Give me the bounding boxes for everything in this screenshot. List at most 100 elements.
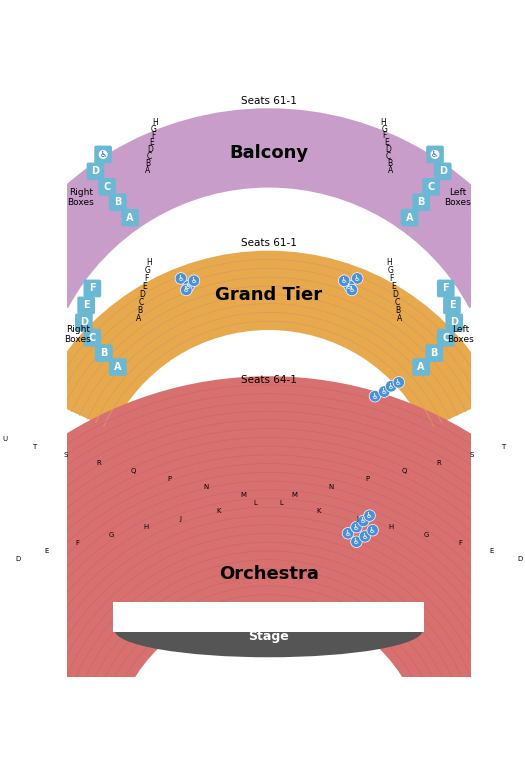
Text: E: E xyxy=(44,549,48,555)
Text: G: G xyxy=(423,533,429,539)
Bar xyxy=(113,602,424,632)
Text: ♿: ♿ xyxy=(353,523,360,532)
Text: Grand Tier: Grand Tier xyxy=(215,286,322,304)
Circle shape xyxy=(351,521,362,533)
FancyBboxPatch shape xyxy=(109,193,127,211)
Text: F: F xyxy=(383,132,387,141)
Circle shape xyxy=(367,524,379,536)
Text: B: B xyxy=(387,159,392,168)
Circle shape xyxy=(339,275,350,286)
Text: E: E xyxy=(83,301,89,310)
Text: A: A xyxy=(135,314,141,323)
Circle shape xyxy=(385,380,397,392)
Text: L: L xyxy=(280,501,284,506)
FancyBboxPatch shape xyxy=(83,329,101,346)
Text: A: A xyxy=(127,212,134,223)
Text: J: J xyxy=(180,517,182,523)
Text: ♿: ♿ xyxy=(344,529,351,538)
Text: R: R xyxy=(436,460,441,466)
FancyBboxPatch shape xyxy=(434,163,452,180)
Text: ♿: ♿ xyxy=(177,274,184,283)
Text: Seats 61-1: Seats 61-1 xyxy=(241,97,297,107)
Text: F: F xyxy=(89,283,96,294)
Text: F: F xyxy=(151,132,155,141)
Text: J: J xyxy=(356,517,358,523)
Text: Orchestra: Orchestra xyxy=(219,565,319,583)
Text: H: H xyxy=(143,524,149,530)
Text: ♿: ♿ xyxy=(99,150,107,159)
Text: U: U xyxy=(2,436,7,442)
Text: B: B xyxy=(137,306,142,315)
FancyBboxPatch shape xyxy=(422,178,440,196)
Text: F: F xyxy=(443,283,449,294)
Text: G: G xyxy=(382,125,387,133)
Text: E: E xyxy=(489,549,494,555)
Circle shape xyxy=(344,280,355,292)
FancyBboxPatch shape xyxy=(75,314,93,331)
Text: S: S xyxy=(470,452,474,458)
Text: ♿: ♿ xyxy=(346,282,353,291)
Text: G: G xyxy=(109,533,114,539)
Circle shape xyxy=(175,272,187,284)
Text: E: E xyxy=(449,301,455,310)
Text: K: K xyxy=(317,508,321,514)
Text: H: H xyxy=(386,258,392,267)
Text: ♿: ♿ xyxy=(185,282,192,291)
Text: E: E xyxy=(384,139,388,148)
FancyBboxPatch shape xyxy=(401,209,418,227)
Text: C: C xyxy=(386,152,391,161)
Text: ♿: ♿ xyxy=(360,517,367,526)
Text: ♿: ♿ xyxy=(349,285,355,295)
Text: A: A xyxy=(417,362,425,372)
Text: F: F xyxy=(144,274,149,283)
Text: Left
Boxes: Left Boxes xyxy=(447,325,474,344)
Text: T: T xyxy=(501,444,505,451)
Text: B: B xyxy=(100,348,108,358)
Text: A: A xyxy=(144,166,150,175)
Text: ♿: ♿ xyxy=(395,378,402,387)
Circle shape xyxy=(379,386,390,397)
Circle shape xyxy=(358,515,369,527)
Text: ♿: ♿ xyxy=(354,274,361,283)
FancyBboxPatch shape xyxy=(95,344,113,362)
Text: H: H xyxy=(152,118,158,126)
Circle shape xyxy=(359,530,371,542)
Text: ♿: ♿ xyxy=(431,150,439,159)
Text: B: B xyxy=(146,159,151,168)
Wedge shape xyxy=(0,108,525,308)
Text: ♿: ♿ xyxy=(353,537,360,546)
Text: A: A xyxy=(406,212,413,223)
Text: B: B xyxy=(114,197,121,207)
Text: L: L xyxy=(254,501,258,506)
FancyBboxPatch shape xyxy=(426,145,444,164)
Text: P: P xyxy=(366,476,370,482)
Text: ♿: ♿ xyxy=(183,285,190,295)
Text: F: F xyxy=(390,274,394,283)
Text: ♿: ♿ xyxy=(191,276,197,285)
Text: E: E xyxy=(142,282,147,291)
FancyBboxPatch shape xyxy=(437,279,455,298)
Text: D: D xyxy=(80,317,88,327)
Circle shape xyxy=(181,284,192,296)
Text: A: A xyxy=(397,314,403,323)
Text: S: S xyxy=(64,452,68,458)
Text: C: C xyxy=(147,152,152,161)
Ellipse shape xyxy=(114,603,423,658)
Text: ♿: ♿ xyxy=(372,392,379,401)
Text: Seats 64-1: Seats 64-1 xyxy=(241,375,297,385)
Text: M: M xyxy=(240,492,246,498)
FancyBboxPatch shape xyxy=(94,145,112,164)
Text: F: F xyxy=(458,540,462,546)
Text: Stage: Stage xyxy=(248,630,289,643)
Text: C: C xyxy=(139,298,144,307)
Circle shape xyxy=(99,150,108,159)
FancyBboxPatch shape xyxy=(412,193,430,211)
Text: Right
Boxes: Right Boxes xyxy=(67,188,94,207)
Text: ♿: ♿ xyxy=(381,387,387,396)
Circle shape xyxy=(346,284,358,296)
Text: E: E xyxy=(150,139,154,148)
Text: G: G xyxy=(144,266,150,275)
FancyBboxPatch shape xyxy=(443,297,461,314)
FancyBboxPatch shape xyxy=(121,209,139,227)
Text: Balcony: Balcony xyxy=(229,144,308,162)
